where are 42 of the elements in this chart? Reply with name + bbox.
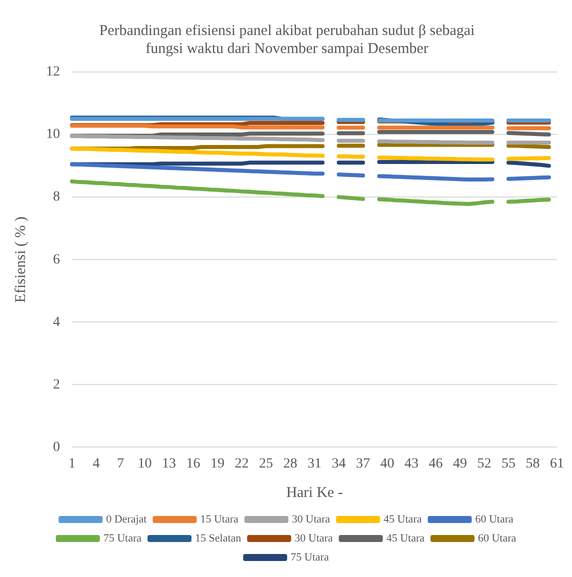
y-tick-label: 10 [46, 127, 60, 142]
x-tick-label: 13 [162, 456, 176, 472]
x-tick-label: 16 [186, 456, 200, 472]
x-tick-label: 37 [356, 456, 370, 472]
x-tick-label: 52 [477, 456, 492, 472]
x-tick-label: 4 [92, 456, 100, 472]
legend-label: 75 Utara [103, 532, 142, 544]
x-tick-label: 55 [502, 456, 516, 472]
legend-label: 0 Derajat [106, 513, 147, 526]
x-tick-label: 7 [117, 456, 124, 472]
y-tick-label: 12 [46, 64, 60, 80]
legend-label: 45 Utara [384, 513, 422, 526]
x-tick-label: 19 [210, 456, 224, 472]
legend-label: 15 Utara [200, 513, 238, 526]
x-axis-title: Hari Ke - [286, 484, 343, 501]
x-tick-label: 43 [404, 456, 418, 472]
legend-label: 30 Utara [294, 532, 333, 544]
legend-label: 60 Utara [478, 532, 516, 544]
x-tick-label: 34 [332, 456, 346, 472]
legend-label: 15 Selatan [195, 532, 242, 544]
y-tick-label: 6 [53, 252, 60, 268]
chart-title: Perbandingan efisiensi panel akibat perubahan sudut β sebagai fungsi waktu dari November sampai Desember [99, 22, 475, 57]
legend-label: 75 Utara [290, 551, 329, 564]
x-tick-label: 40 [380, 456, 394, 472]
x-tick-label: 22 [234, 456, 249, 472]
x-tick-label: 58 [526, 456, 540, 472]
y-tick-label: 2 [53, 377, 60, 392]
x-tick-label: 1 [68, 456, 76, 472]
y-tick-label: 4 [53, 314, 60, 330]
legend-label: 30 Utara [292, 513, 330, 526]
x-tick-label: 28 [283, 456, 298, 472]
x-tick-label: 31 [308, 456, 322, 472]
y-tick-label: 8 [53, 190, 60, 205]
legend-label: 60 Utara [475, 513, 514, 526]
y-axis-title: Efisiensi ( % ) [12, 216, 29, 303]
x-tick-label: 10 [138, 456, 152, 472]
x-tick-label: 25 [259, 456, 273, 472]
x-tick-label: 61 [550, 456, 564, 472]
x-tick-label: 49 [453, 456, 467, 472]
y-tick-label: 0 [53, 440, 60, 455]
legend-label: 45 Utara [386, 532, 425, 544]
x-tick-label: 46 [428, 456, 443, 472]
